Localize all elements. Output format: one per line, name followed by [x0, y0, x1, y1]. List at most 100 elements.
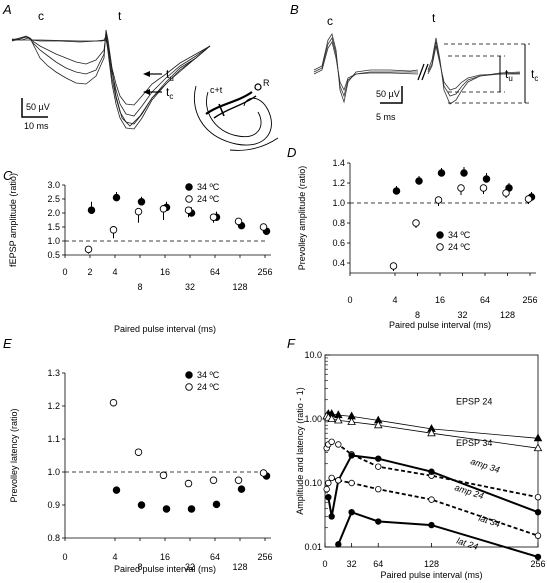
chart-f-line-amp-24 — [327, 454, 539, 517]
chart-c-point-34-c — [137, 198, 146, 206]
chart-c-point-24-c — [234, 217, 243, 226]
chart-e-point-34-c — [112, 486, 121, 494]
chart-f-y-label: Amplitude and latency (ratio - 1) — [295, 387, 305, 515]
chart-f-point-epsp-34 — [334, 415, 343, 424]
chart-d-point-24-c — [479, 184, 488, 192]
chart-e-point-24-c — [209, 476, 218, 485]
chart-f-point-amp-24 — [428, 468, 435, 475]
chart-e-point-34-c — [212, 500, 221, 509]
chart-f-point-epsp-34 — [327, 414, 336, 423]
panel-b-scale-bar: 50 µV 5 ms — [376, 86, 403, 122]
chart-f-line-amp-34 — [325, 440, 539, 499]
chart-f-point-lat-24 — [375, 518, 382, 525]
chart-f-y-tick-label: 10.0 — [304, 350, 322, 360]
chart-d-point-34-c — [437, 169, 446, 177]
panel-a: A c t tu tc 50 µV 10 ms — [2, 2, 279, 151]
chart-c-y-tick-label: 2.5 — [47, 194, 60, 204]
chart-e-point-34-c — [237, 485, 246, 493]
chart-f-series-label-lat-34: lat 34 — [477, 513, 501, 529]
chart-f-point-lat-34 — [325, 479, 332, 487]
chart-d-y-tick-label: 1.0 — [332, 198, 345, 208]
chart-e-point-24-c — [159, 471, 168, 480]
chart-d-legend-marker — [436, 231, 444, 239]
chart-e-legend-label: 34 ºC — [197, 370, 220, 380]
chart-e-x-tick-label: 16 — [160, 552, 170, 562]
panel-d-letter: D — [287, 145, 296, 160]
chart-f-point-lat-34 — [323, 486, 330, 493]
chart-c-y-tick-label: 0.5 — [47, 250, 60, 260]
panel-b-letter: B — [290, 2, 299, 17]
chart-e-legend-label: 24 ºC — [197, 382, 220, 392]
chart-e-point-34-c — [187, 505, 196, 513]
chart-f-series-label-amp-34: amp 34 — [469, 456, 501, 475]
chart-c-x-tick-label: 64 — [210, 267, 220, 277]
chart-e-x-tick-label: 128 — [232, 562, 247, 572]
chart-d-point-34-c — [415, 177, 423, 185]
chart-c-y-label: fEPSP amplitude (ratio) — [8, 173, 18, 267]
chart-f-point-lat-24 — [534, 553, 542, 561]
chart-c-y-tick-label: 3.0 — [47, 180, 60, 190]
chart-f-x-tick-label: 32 — [347, 559, 357, 569]
chart-e-y-tick-label: 0.8 — [47, 533, 60, 543]
chart-c-legend-marker — [185, 183, 193, 191]
chart-f-point-amp-34 — [335, 441, 342, 448]
panel-a-scale-t: 10 ms — [24, 121, 49, 131]
slice-r-label: R — [263, 78, 270, 88]
chart-f-point-amp-34 — [328, 438, 335, 446]
chart-f-series-label-epsp-34: EPSP 34 — [456, 438, 492, 448]
chart-d-x-tick-label: 128 — [500, 310, 515, 320]
chart-e-x-tick-label: 4 — [112, 552, 117, 562]
chart-f-point-lat-34 — [328, 474, 335, 482]
chart-e-legend-marker — [185, 383, 193, 391]
chart-d-point-24-c — [524, 195, 533, 203]
chart-e: 0.8 0.9 1.0 1.1 1.2 1.3 0 4 16 64 256 8 32 128 Paired … — [9, 368, 273, 574]
chart-e-point-24-c — [234, 476, 243, 485]
chart-e-legend-marker — [185, 371, 193, 379]
chart-c-y-tick-label: 2.0 — [47, 208, 60, 218]
chart-e-point-34-c — [137, 501, 146, 509]
chart-c-y-tick-label: 1.5 — [47, 222, 60, 232]
chart-e-y-tick-label: 1.2 — [47, 401, 60, 411]
chart-f-line-lat-24 — [337, 510, 539, 558]
chart-d-x-tick-label: 16 — [435, 295, 445, 305]
chart-f-point-lat-34 — [335, 477, 342, 484]
chart-f-point-lat-34 — [428, 496, 435, 503]
chart-f-frame — [324, 354, 539, 548]
chart-f-x-tick-label: 128 — [424, 559, 439, 569]
panel-b-brackets — [499, 44, 526, 103]
chart-c-x-tick-label: 4 — [112, 267, 117, 277]
chart-d-point-24-c — [412, 219, 420, 227]
chart-d-point-24-c — [502, 189, 510, 197]
chart-f-series-label-epsp-24: EPSP 24 — [456, 396, 492, 406]
chart-d-y-tick-label: 0.4 — [332, 258, 345, 268]
chart-e-y-tick-label: 1.3 — [47, 368, 60, 378]
chart-d-point-34-c — [460, 169, 468, 177]
chart-d-y-tick-label: 1.4 — [332, 158, 345, 168]
chart-c-x-tick-label: 16 — [160, 267, 170, 277]
chart-c-point-24-c — [184, 206, 193, 214]
chart-f-point-amp-24 — [328, 513, 335, 520]
chart-f-point-amp-24 — [325, 493, 332, 501]
chart-e-y-tick-label: 0.9 — [47, 500, 60, 510]
panel-f-letter: F — [287, 336, 296, 351]
panel-a-scale-bar: 50 µV 10 ms — [21, 98, 50, 131]
chart-d-x-tick-label: 8 — [415, 310, 420, 320]
chart-d-x-tick-label: 0 — [347, 295, 352, 305]
panel-a-traces — [11, 29, 211, 130]
chart-e-x-label: Paired pulse interval (ms) — [114, 564, 216, 574]
chart-d-point-24-c — [389, 262, 398, 270]
panel-a-t-label: t — [118, 9, 122, 23]
panel-b-c-label: c — [327, 14, 333, 28]
chart-d-y-tick-label: 0.8 — [332, 218, 345, 228]
chart-c-point-24-c — [159, 205, 168, 213]
chart-d-y-label: Prevolley amplitude (ratio) — [297, 166, 307, 271]
panel-b-tu-label: tu — [505, 67, 513, 83]
chart-e-point-24-c — [259, 469, 268, 477]
chart-f-point-epsp-34 — [347, 417, 356, 425]
chart-c-x-tick-label: 128 — [232, 282, 247, 292]
chart-f-y-tick-label: 0.10 — [304, 478, 322, 488]
chart-f-point-amp-34 — [375, 463, 382, 470]
chart-f-y-tick-label: 0.01 — [304, 542, 322, 552]
chart-e-point-34-c — [162, 505, 171, 513]
